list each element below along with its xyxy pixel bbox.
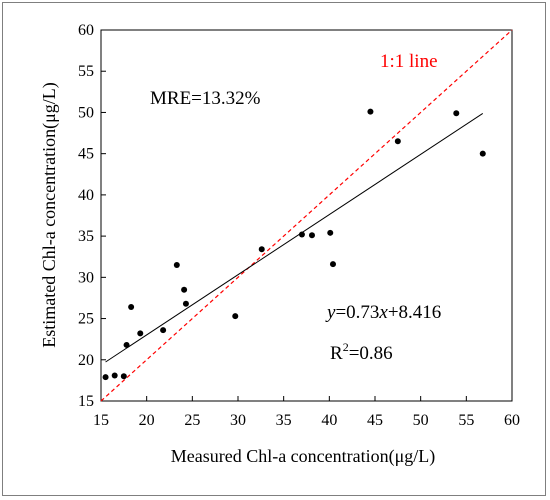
r-squared-annotation: R2=0.86 (330, 340, 393, 364)
axes-layer: 15 20 25 30 35 40 45 50 55 60 15 20 25 30 35 40 45 50 55 60 (78, 22, 520, 429)
x-tick-label: 40 (321, 412, 337, 429)
data-point (181, 286, 188, 293)
x-tick-label: 15 (93, 412, 109, 429)
plot-area-border (100, 29, 513, 402)
data-point (308, 232, 315, 239)
regression-equation: y=0.73x+8.416 (325, 302, 441, 323)
points-layer (102, 108, 486, 381)
y-tick-label: 45 (78, 146, 94, 163)
y-tick-label: 60 (78, 22, 94, 39)
regression-line (105, 113, 484, 363)
data-point (111, 372, 118, 379)
y-tick-label: 35 (78, 228, 94, 245)
y-tick-label: 30 (78, 269, 94, 286)
data-point (182, 300, 189, 307)
x-tick-label: 20 (139, 412, 155, 429)
y-tick-label: 40 (78, 187, 94, 204)
equation-x-var: x (378, 302, 388, 323)
data-point (329, 261, 336, 268)
x-tick-label: 45 (367, 412, 383, 429)
data-point (173, 261, 180, 268)
y-tick-label: 55 (78, 63, 94, 80)
data-point (453, 110, 460, 117)
equation-y-var: y (325, 302, 336, 323)
mre-annotation: MRE=13.32% (150, 88, 261, 109)
y-axis-title: Estimated Chl-a concentration(μg/L) (39, 82, 60, 348)
x-tick-label: 55 (458, 412, 474, 429)
equation-intercept: +8.416 (388, 302, 441, 323)
data-point (394, 138, 401, 145)
equation-slope: =0.73 (335, 302, 379, 323)
x-axis-title: Measured Chl-a concentration(μg/L) (171, 446, 436, 467)
chart-frame (2, 2, 546, 496)
x-tick-label: 50 (413, 412, 429, 429)
data-point (298, 231, 305, 238)
r2-value: =0.86 (349, 343, 393, 364)
data-point (128, 304, 135, 311)
data-point (258, 246, 265, 253)
data-point (232, 313, 239, 320)
x-tick-label: 60 (504, 412, 520, 429)
data-point (327, 229, 334, 236)
x-tick-label: 25 (184, 412, 200, 429)
r2-base: R (330, 343, 343, 364)
y-tick-label: 15 (78, 393, 94, 410)
data-point (123, 341, 130, 348)
y-tick-label: 20 (78, 352, 94, 369)
identity-line (100, 29, 513, 402)
data-point (137, 330, 144, 337)
data-point (479, 150, 486, 157)
data-point (160, 327, 167, 334)
x-tick-label: 30 (230, 412, 246, 429)
r2-superscript: 2 (343, 340, 349, 354)
y-tick-label: 25 (78, 311, 94, 328)
data-point (120, 373, 127, 380)
data-point (102, 374, 109, 381)
data-point (367, 108, 374, 115)
x-tick-label: 35 (276, 412, 292, 429)
y-tick-label: 50 (78, 104, 94, 121)
lines-layer (100, 29, 513, 402)
identity-line-label: 1:1 line (380, 51, 438, 72)
